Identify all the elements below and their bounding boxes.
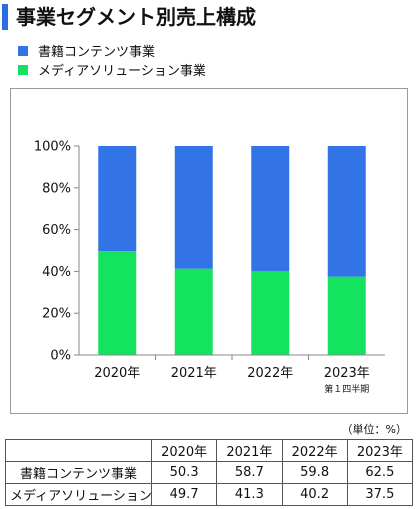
table-cell: 41.3	[216, 483, 283, 506]
legend-swatch-books	[18, 45, 28, 56]
y-tick-label: 60%	[42, 223, 71, 238]
bar-segment	[98, 251, 137, 355]
y-tick-label: 100%	[34, 140, 71, 155]
title-accent-bar	[2, 4, 8, 30]
table-header-cell: 2020年	[150, 439, 218, 462]
bar-segment	[174, 146, 213, 269]
legend-item-books: 書籍コンテンツ事業	[18, 41, 206, 60]
unit-note: （単位：%）	[341, 423, 407, 436]
table-corner-cell	[5, 439, 152, 462]
table-cell: 50.3	[150, 461, 218, 484]
x-tick-label: 2021年	[171, 366, 217, 381]
table-header-cell: 2021年	[216, 439, 283, 462]
bar-segment	[327, 146, 366, 277]
y-tick-label: 0%	[50, 349, 71, 364]
legend-label-media: メディアソリューション事業	[38, 64, 206, 79]
table-row: 書籍コンテンツ事業 50.3 58.7 59.8 62.5	[5, 461, 414, 484]
x-tick-label: 2022年	[247, 366, 293, 381]
x-tick-sublabel: 第１四半期	[324, 383, 369, 395]
y-tick-label: 80%	[42, 181, 71, 196]
page-title: 事業セグメント別売上構成	[16, 5, 256, 29]
bar-segment	[98, 146, 137, 252]
table-header-cell: 2022年	[281, 439, 348, 462]
table-row-label: 書籍コンテンツ事業	[5, 461, 152, 484]
bar-segment	[327, 276, 366, 355]
stacked-bar-chart: 0% 20% 40% 60% 80% 100% 2020年 2021年 2022年 2023年第１…	[34, 140, 385, 395]
table-cell: 40.2	[281, 483, 348, 506]
table-row: メディアソリューション事業 49.7 41.3 40.2 37.5	[5, 483, 414, 506]
table-cell: 62.5	[346, 461, 414, 484]
bar-segment	[251, 146, 290, 271]
chart-frame: 0% 20% 40% 60% 80% 100% 2020年 2021年 2022年 2023年第１…	[10, 88, 408, 414]
table-cell: 49.7	[150, 483, 218, 506]
legend-swatch-media	[18, 64, 28, 75]
table-cell: 58.7	[216, 461, 283, 484]
legend-label-books: 書籍コンテンツ事業	[38, 45, 156, 60]
title-area: 事業セグメント別売上構成	[0, 0, 417, 34]
table-header-row: 2020年 2021年 2022年 2023年	[5, 439, 414, 462]
table-cell: 59.8	[281, 461, 348, 484]
x-tick-label: 2020年	[94, 366, 140, 381]
bar-segment	[251, 270, 290, 355]
legend-item-media: メディアソリューション事業	[18, 60, 206, 79]
x-tick-label: 2023年	[324, 366, 370, 381]
table-row-label: メディアソリューション事業	[5, 483, 152, 506]
data-table: 2020年 2021年 2022年 2023年 書籍コンテンツ事業 50.3 5…	[5, 439, 414, 506]
y-tick-label: 40%	[42, 265, 71, 280]
table-cell: 37.5	[346, 483, 414, 506]
table-header-cell: 2023年	[346, 439, 414, 462]
chart-legend: 書籍コンテンツ事業 メディアソリューション事業	[18, 41, 206, 79]
y-tick-label: 20%	[42, 307, 71, 322]
bar-segment	[174, 268, 213, 355]
